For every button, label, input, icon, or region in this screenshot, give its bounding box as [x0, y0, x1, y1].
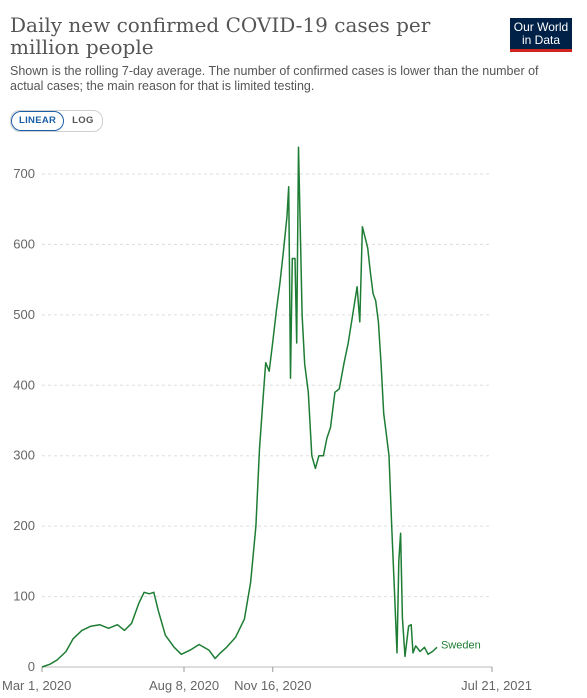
- y-tick-label: 400: [13, 377, 35, 392]
- y-tick-label: 600: [13, 236, 35, 251]
- y-tick-label: 200: [13, 518, 35, 533]
- linear-scale-button[interactable]: LINEAR: [11, 111, 65, 131]
- y-tick-label: 100: [13, 589, 35, 604]
- y-tick-label: 500: [13, 307, 35, 322]
- owid-logo[interactable]: Our World in Data: [510, 18, 572, 52]
- y-axis-ticks: 0 100 200 300 400 500 600 700: [13, 166, 35, 674]
- chart-subtitle: Shown is the rolling 7-day average. The …: [10, 64, 539, 93]
- series-line-sweden[interactable]: [41, 146, 438, 668]
- logo-accent-bar: [510, 49, 572, 52]
- series-lines: Sweden: [41, 146, 481, 668]
- y-tick-label: 0: [28, 659, 35, 674]
- grid-lines: [42, 173, 492, 668]
- y-tick-label: 300: [13, 448, 35, 463]
- chart-title: Daily new confirmed COVID-19 cases per m…: [10, 13, 431, 59]
- x-tick-label: Nov 16, 2020: [234, 678, 311, 693]
- x-tick-label: Aug 8, 2020: [149, 678, 219, 693]
- y-tick-label: 700: [13, 166, 35, 181]
- logo-line-2: in Data: [521, 33, 561, 47]
- series-label: Sweden: [441, 639, 481, 651]
- logo-line-1: Our World: [513, 20, 569, 34]
- x-tick-label: Mar 1, 2020: [2, 678, 71, 693]
- log-scale-button[interactable]: LOG: [72, 115, 94, 126]
- x-axis-ticks: Mar 1, 2020 Aug 8, 2020 Nov 16, 2020 Jul 21…: [2, 667, 532, 693]
- x-tick-label: Jul 21, 2021: [461, 678, 532, 693]
- scale-toggle[interactable]: LINEAR LOG: [10, 110, 103, 132]
